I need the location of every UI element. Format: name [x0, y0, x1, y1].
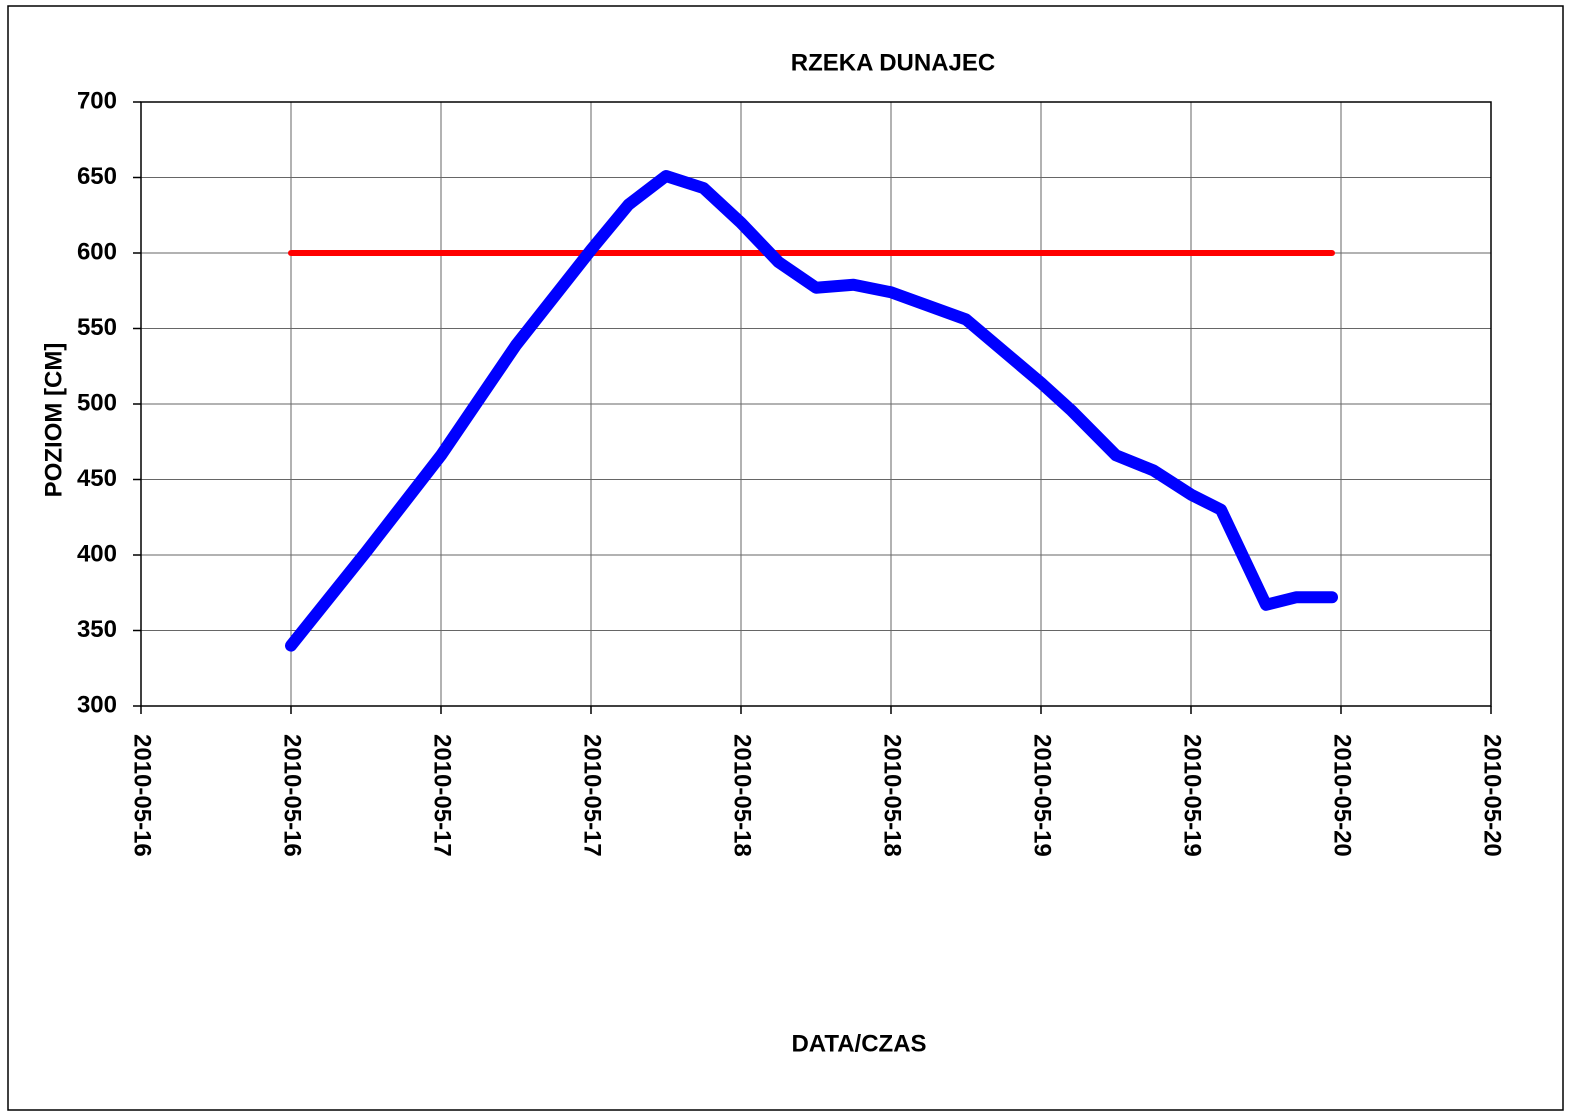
x-tick-label: 2010-05-19 — [1029, 734, 1056, 857]
y-tick-label: 550 — [77, 314, 117, 341]
x-tick-label: 2010-05-16 — [129, 734, 156, 857]
y-tick-label: 400 — [77, 540, 117, 567]
y-tick-label: 450 — [77, 465, 117, 492]
plot-border — [140, 101, 1492, 707]
x-tick-label: 2010-05-17 — [579, 734, 606, 857]
x-tick-label: 2010-05-20 — [1329, 734, 1356, 857]
y-tick-label: 600 — [77, 238, 117, 265]
x-tick-label: 2010-05-20 — [1479, 734, 1506, 857]
y-axis-label: POZIOM [CM] — [40, 343, 67, 498]
y-tick-label: 700 — [77, 87, 117, 114]
y-tick-label: 300 — [77, 691, 117, 718]
y-tick-label: 650 — [77, 163, 117, 190]
x-tick-label: 2010-05-19 — [1179, 734, 1206, 857]
x-tick-label: 2010-05-18 — [879, 734, 906, 857]
chart-frame — [7, 5, 1564, 1111]
x-axis-label: DATA/CZAS — [791, 1030, 926, 1057]
y-tick-label: 350 — [77, 616, 117, 643]
y-tick-label: 500 — [77, 389, 117, 416]
x-tick-label: 2010-05-17 — [429, 734, 456, 857]
x-tick-label: 2010-05-18 — [729, 734, 756, 857]
data-line — [285, 169, 1338, 652]
chart-title: RZEKA DUNAJEC — [791, 49, 995, 76]
x-tick-label: 2010-05-16 — [279, 734, 306, 857]
